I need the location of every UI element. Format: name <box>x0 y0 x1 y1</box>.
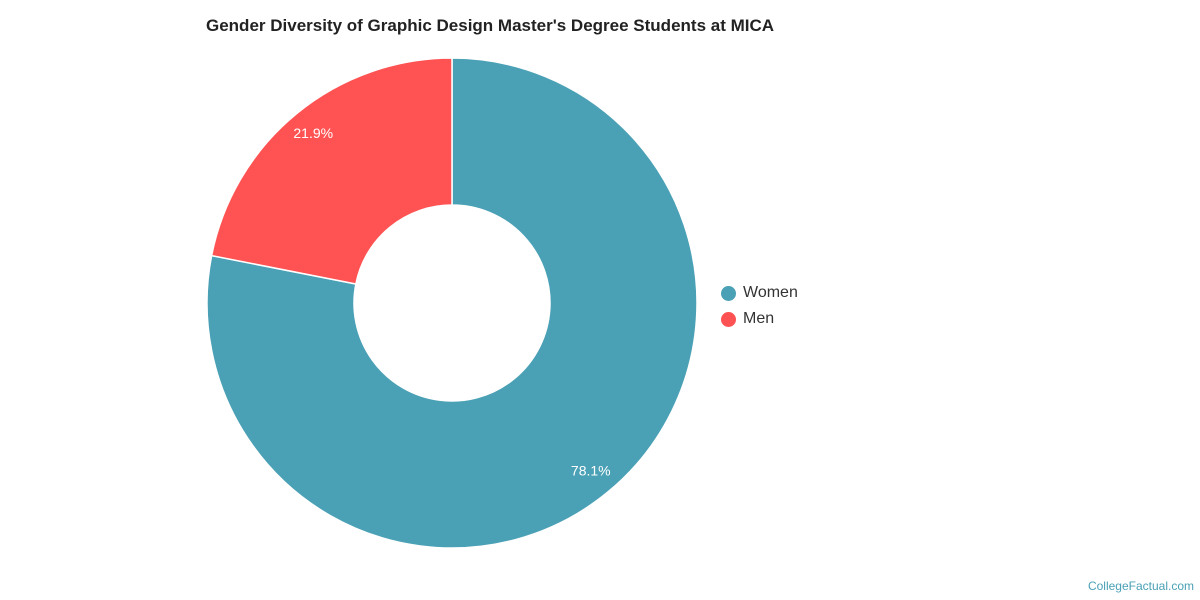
legend-swatch-women <box>721 285 736 301</box>
slice-women[interactable] <box>206 57 698 549</box>
legend-item-men[interactable]: Men <box>721 306 798 332</box>
chart-title: Gender Diversity of Graphic Design Maste… <box>206 16 775 35</box>
legend-item-women[interactable]: Women <box>721 280 798 306</box>
legend-swatch-men <box>721 311 736 327</box>
legend-label-men: Men <box>743 310 775 327</box>
labels-group: 78.1% 21.9% <box>293 125 610 479</box>
credit-link[interactable]: CollegeFactual.com <box>1087 579 1194 593</box>
slice-label-men: 21.9% <box>293 125 333 141</box>
slices-group <box>206 57 698 549</box>
legend: Women Men <box>721 280 798 332</box>
legend-label-women: Women <box>743 284 798 301</box>
slice-label-women: 78.1% <box>571 463 611 479</box>
slice-men[interactable] <box>210 57 453 285</box>
